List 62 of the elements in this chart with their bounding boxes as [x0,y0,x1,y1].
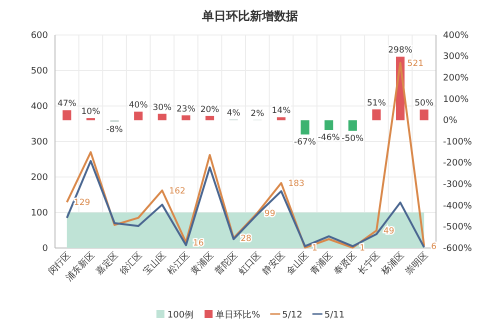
data-label: 99 [264,208,276,219]
data-label: 50% [414,98,434,109]
legend-label: 5/12 [282,310,302,320]
x-tick-label: 嘉定区 [94,250,121,278]
data-label: 2% [250,108,264,119]
y-tick-label: 300 [30,137,48,148]
data-label: 20% [200,104,220,115]
data-label: -8% [106,124,123,135]
bar [62,110,72,120]
y2-tick-label: -100% [443,137,472,148]
legend-label: 100例 [167,310,194,320]
chart-title: 单日环比新增数据 [201,9,298,23]
y2-tick-label: 400% [443,30,470,41]
bar [348,120,357,131]
data-label: 23% [176,104,196,114]
data-label: 16 [192,238,204,248]
data-label: 51% [367,98,386,108]
bar [158,114,166,120]
bar [300,120,310,134]
data-label: 28 [240,234,252,244]
bar [324,120,334,130]
y-tick-label: 100 [30,208,48,218]
legend-label: 单日环比% [216,310,261,320]
data-label: 4% [226,108,240,118]
data-label: 10% [81,107,100,118]
bar [372,109,381,120]
bar [420,110,428,120]
data-label: -50% [342,134,364,144]
line-series [66,160,426,248]
data-label: 14% [272,106,291,116]
data-label: 183 [288,179,304,190]
y2-tick-label: -400% [443,201,472,212]
x-tick-label: 宝山区 [141,250,168,278]
data-label: 47% [57,99,76,110]
y2-tick-label: -300% [443,180,472,190]
data-label: 49 [383,226,394,237]
y2-tick-label: -500% [443,222,472,233]
y2-tick-label: 0% [443,116,458,126]
data-label: 129 [74,198,90,208]
y-tick-label: 0 [42,244,48,254]
y2-tick-label: -600% [443,244,472,254]
y2-tick-label: 200% [443,73,470,84]
y2-tick-label: 300% [443,52,470,62]
y-tick-label: 200 [30,172,48,183]
bar [276,117,286,120]
y-tick-label: 600 [30,30,48,41]
bar [205,116,214,120]
data-label: -67% [294,137,316,148]
bar [182,115,190,120]
data-label: 6 [431,242,437,252]
data-label: -46% [318,133,340,143]
data-label: 298% [388,46,412,56]
y-tick-label: 500 [30,66,48,76]
data-label: 521 [407,59,424,70]
y2-tick-label: 100% [443,94,470,105]
y2-tick-label: -200% [443,158,472,169]
legend-label: 5/11 [324,310,345,320]
y-tick-label: 400 [30,102,48,112]
data-label: 40% [128,100,148,111]
bar [134,112,143,120]
data-label: 30% [152,102,172,113]
data-label: 162 [169,186,186,196]
